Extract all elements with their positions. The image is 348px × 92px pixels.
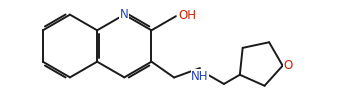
Text: N: N: [120, 8, 129, 21]
Text: O: O: [284, 59, 293, 72]
Text: NH: NH: [191, 70, 209, 83]
Text: OH: OH: [178, 9, 196, 22]
